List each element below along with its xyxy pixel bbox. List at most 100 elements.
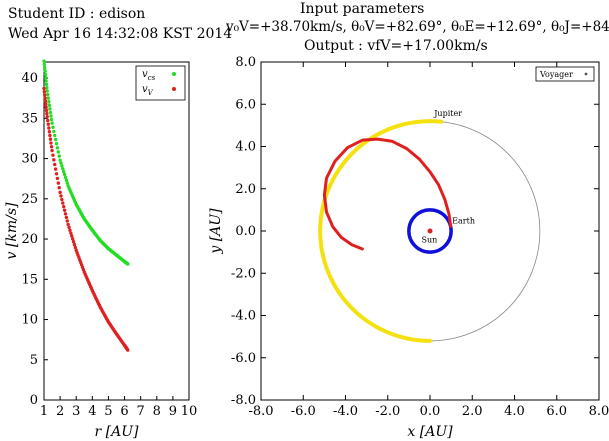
left-y-tick-label: 40 — [21, 71, 38, 86]
left-series-point-v_cs — [47, 103, 52, 107]
left-series-point-v_cs — [51, 125, 55, 129]
left-series-point-v_cs — [46, 96, 50, 100]
right-x-tick-label: 6.0 — [546, 404, 567, 419]
right-y-tick-label: 8.0 — [235, 55, 256, 70]
left-series-point-v_V — [71, 240, 76, 244]
left-series-point-v_cs — [44, 76, 48, 80]
left-legend-label: vcs — [142, 69, 156, 82]
left-series-point-v_V — [45, 111, 49, 116]
left-series-point-v_cs — [61, 169, 66, 174]
left-series-point-v_cs — [60, 164, 64, 168]
left-series-point-v_V — [60, 197, 64, 202]
left-series-point-v_V — [48, 137, 53, 141]
left-series-point-v_cs — [43, 69, 47, 73]
left-series-point-v_cs — [44, 82, 49, 87]
left-series-point-v_V — [52, 158, 56, 162]
left-series-point-v_V — [51, 153, 55, 157]
left-series-point-v_V — [73, 245, 78, 250]
left-series-point-v_cs — [62, 172, 67, 177]
right-y-tick-label: -4.0 — [231, 309, 256, 324]
left-series-point-v_V — [64, 215, 69, 220]
left-series-point-v_V — [58, 190, 62, 195]
left-x-axis-label: r [AU] — [95, 424, 140, 440]
left-y-axis-label: v [km/s] — [4, 202, 20, 259]
right-x-tick-label: 0.0 — [420, 404, 441, 419]
right-y-axis-label: y [AU] — [208, 208, 224, 255]
left-series-point-v_cs — [50, 121, 54, 125]
left-series-point-v_cs — [42, 62, 47, 67]
sun-marker — [427, 228, 433, 234]
left-legend-marker — [172, 72, 176, 76]
right-y-tick-label: 2.0 — [235, 182, 256, 197]
left-series-point-v_V — [54, 172, 59, 176]
right-y-tick-label: 4.0 — [235, 140, 256, 155]
left-x-tick-label: 9 — [169, 404, 177, 419]
left-x-tick-label: 2 — [56, 404, 64, 419]
voyager-path — [322, 137, 453, 251]
right-y-tick-label: 6.0 — [235, 97, 256, 112]
right-y-tick-label: -6.0 — [231, 351, 256, 366]
left-series-point-v_cs — [52, 129, 56, 134]
left-series-point-v_V — [126, 348, 130, 352]
left-series-point-v_V — [43, 99, 48, 103]
left-series-point-v_V — [59, 194, 63, 198]
left-series-point-v_V — [43, 93, 47, 97]
right-legend-box — [535, 66, 595, 82]
left-x-tick-label: 7 — [137, 404, 145, 419]
left-series-point-v_cs — [47, 100, 51, 104]
left-series-point-v_V — [70, 234, 74, 238]
timestamp: Wed Apr 16 14:32:08 KST 2014 — [8, 26, 233, 42]
left-series-point-v_V — [53, 167, 58, 171]
left-series-point-v_V — [61, 201, 65, 205]
left-series-point-v_cs — [126, 262, 130, 266]
left-series-point-v_cs — [43, 72, 48, 77]
left-series-point-v_cs — [57, 154, 61, 158]
right-x-tick-label: 4.0 — [504, 404, 525, 419]
left-series-point-v_cs — [49, 117, 54, 122]
left-legend-marker — [172, 87, 176, 91]
left-series-point-v_cs — [43, 66, 47, 70]
left-series-point-v_V — [69, 231, 73, 235]
left-series-point-v_V — [61, 204, 66, 209]
left-series-point-v_cs — [49, 114, 53, 118]
right-x-tick-label: 2.0 — [462, 404, 483, 419]
left-x-tick-label: 5 — [104, 404, 112, 419]
left-x-tick-label: 4 — [88, 404, 96, 419]
left-series-point-v_V — [50, 148, 54, 153]
left-y-tick-label: 20 — [21, 232, 38, 247]
left-series-point-v_V — [46, 118, 50, 123]
left-series-point-v_V — [68, 228, 72, 232]
left-legend-label: vV — [142, 84, 154, 97]
params-title: Input parameters — [300, 1, 425, 17]
left-series-point-v_V — [66, 222, 70, 227]
left-series-point-v_V — [43, 96, 47, 100]
left-x-tick-label: 1 — [40, 404, 48, 419]
jupiter-label: Jupiter — [433, 109, 462, 118]
left-series-point-v_V — [49, 145, 54, 149]
left-series-point-v_cs — [42, 59, 46, 63]
left-y-tick-label: 5 — [30, 353, 38, 368]
student-id: Student ID : edison — [8, 6, 146, 22]
left-series-point-v_V — [70, 237, 75, 241]
left-series-point-v_V — [42, 89, 47, 94]
left-series-point-v_V — [47, 130, 52, 134]
left-series-point-v_cs — [59, 161, 63, 165]
right-legend-label: Voyager — [539, 70, 573, 79]
left-series-point-v_cs — [55, 146, 60, 150]
left-series-point-v_cs — [63, 175, 68, 180]
right-x-tick-label: -4.0 — [333, 404, 358, 419]
right-x-tick-label: 8.0 — [589, 404, 609, 419]
left-series-point-v_V — [56, 181, 61, 185]
left-series-point-v_V — [67, 225, 71, 230]
left-series-point-v_V — [53, 162, 57, 167]
left-series-point-v_cs — [58, 158, 62, 162]
left-y-tick-label: 15 — [21, 272, 38, 287]
left-y-tick-label: 10 — [21, 313, 38, 328]
left-series-point-v_V — [48, 133, 52, 138]
left-series-point-v_V — [65, 219, 69, 223]
left-series-point-v_V — [55, 176, 60, 181]
left-series-point-v_V — [72, 242, 77, 247]
left-series-point-v_cs — [54, 142, 59, 146]
left-y-tick-label: 0 — [30, 393, 38, 408]
